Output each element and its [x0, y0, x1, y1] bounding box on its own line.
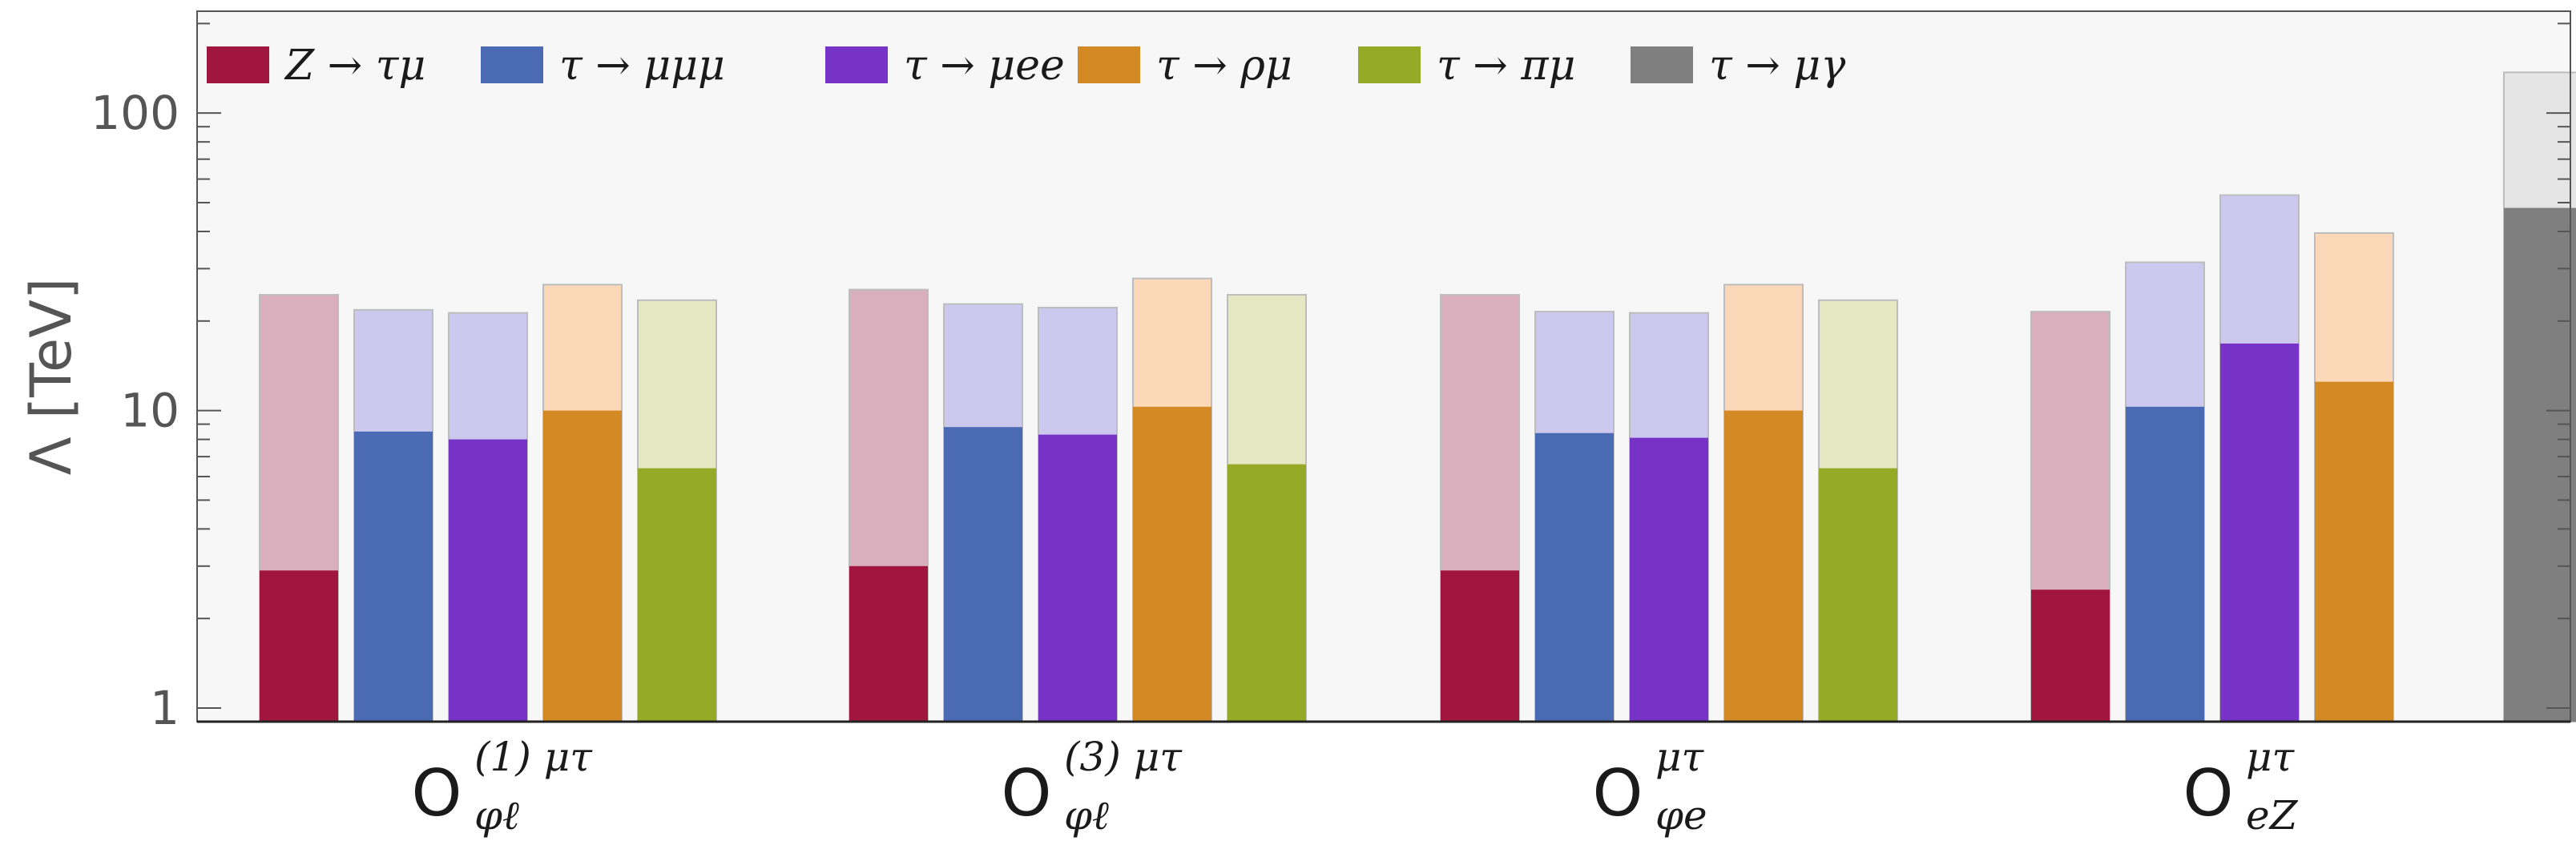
current-bar	[1228, 464, 1306, 722]
current-bar	[944, 427, 1022, 722]
current-bar	[2220, 343, 2299, 722]
legend-swatch	[481, 46, 543, 83]
legend-label: τ → μee	[904, 42, 1065, 90]
bars-layer	[259, 71, 2576, 723]
legend-label: Z → τμ	[284, 42, 425, 90]
category-subscript: φℓ	[1064, 792, 1109, 839]
current-bar	[2315, 381, 2393, 722]
current-bar	[260, 570, 338, 722]
legend-label: τ → μμμ	[559, 42, 725, 90]
current-bar	[543, 410, 622, 722]
current-bar	[638, 468, 716, 722]
current-bar	[1441, 570, 1519, 722]
axes-layer: 1 10 100	[91, 10, 2571, 735]
category-subscript: eZ	[2246, 792, 2299, 839]
current-bar	[2504, 207, 2576, 722]
current-bar	[849, 565, 928, 722]
category-label: O	[1002, 756, 1052, 831]
legend: Z → τμ τ → μμμ τ → μee τ → ρμ τ → πμ τ → μγ	[207, 42, 1846, 90]
legend-label: τ → ρμ	[1156, 42, 1292, 90]
legend-swatch	[1631, 46, 1693, 83]
y-axis-label: Λ [TeV]	[18, 278, 84, 476]
category-label: O	[1593, 756, 1643, 831]
legend-swatch	[1078, 46, 1140, 83]
category-label: O	[412, 756, 462, 831]
category-superscript: (3) μτ	[1064, 734, 1183, 780]
category-label: O	[2183, 756, 2234, 831]
y-tick-label: 100	[91, 86, 179, 140]
legend-swatch	[1358, 46, 1421, 83]
y-tick-label: 10	[120, 384, 179, 438]
category-subscript: φℓ	[474, 792, 519, 839]
category-subscript: φe	[1655, 792, 1707, 839]
category-superscript: (1) μτ	[474, 734, 593, 780]
category-superscript: μτ	[1655, 734, 1704, 780]
legend-swatch	[825, 46, 888, 83]
current-bar	[1038, 434, 1117, 722]
current-bar	[1724, 410, 1803, 722]
y-tick-label: 1	[150, 681, 179, 735]
legend-label: τ → μγ	[1709, 42, 1846, 90]
current-bar	[449, 439, 527, 722]
current-bar	[1133, 406, 1211, 722]
legend-label: τ → πμ	[1437, 42, 1575, 90]
current-bar	[1535, 433, 1614, 722]
current-bar	[1819, 468, 1897, 722]
current-bar	[354, 431, 433, 722]
current-bar	[2031, 589, 2110, 722]
current-bar	[1630, 437, 1708, 722]
current-bar	[2126, 406, 2204, 722]
category-superscript: μτ	[2246, 734, 2295, 780]
legend-swatch	[207, 46, 269, 83]
